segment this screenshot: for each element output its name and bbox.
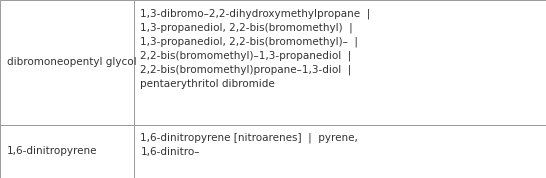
- Text: 1,6-dinitropyrene [nitroarenes]  |  pyrene,
1,6-dinitro–: 1,6-dinitropyrene [nitroarenes] | pyrene…: [140, 133, 358, 157]
- Text: 1,3-dibromo–2,2-dihydroxymethylpropane  |
1,3-propanediol, 2,2-bis(bromomethyl) : 1,3-dibromo–2,2-dihydroxymethylpropane |…: [140, 8, 371, 88]
- Text: dibromoneopentyl glycol: dibromoneopentyl glycol: [7, 57, 136, 67]
- Text: 1,6-dinitropyrene: 1,6-dinitropyrene: [7, 146, 97, 156]
